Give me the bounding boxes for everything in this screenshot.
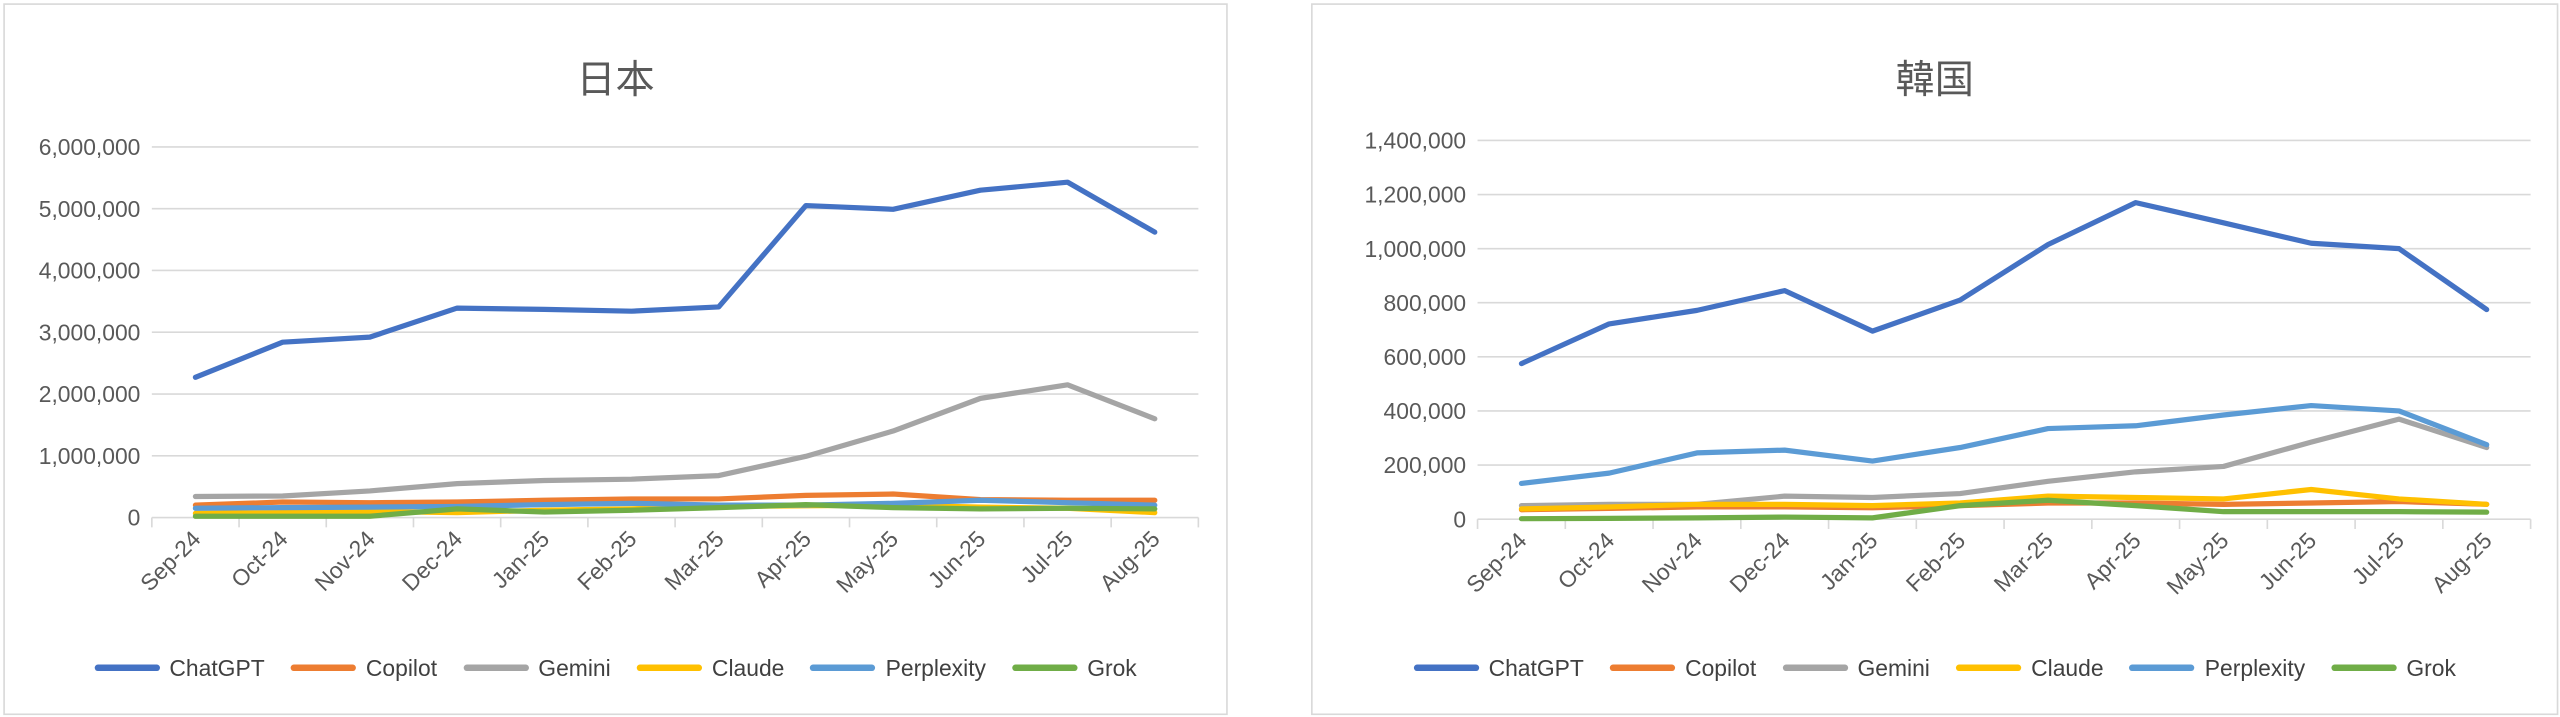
legend-swatch [1012, 664, 1078, 672]
legend-label: Grok [1087, 654, 1137, 681]
legend: ChatGPT Copilot Gemini Claude Perplexity Grok [5, 655, 1226, 681]
y-tick-label: 6,000,000 [39, 134, 141, 160]
x-tick-label: Sep-24 [135, 525, 206, 596]
x-tick-label: Oct-24 [1552, 527, 1619, 594]
legend-item-chatgpt: ChatGPT [1413, 654, 1584, 681]
legend-label: Perplexity [2204, 654, 2306, 681]
x-tick-label: Feb-25 [572, 526, 642, 596]
x-tick-label: Nov-24 [1637, 527, 1708, 598]
legend-label: Copilot [365, 654, 438, 681]
legend-item-gemini: Gemini [463, 655, 611, 681]
x-tick-label: Jun-25 [2254, 527, 2322, 595]
legend-swatch [1782, 664, 1848, 672]
legend-swatch [636, 664, 703, 672]
y-tick-label: 3,000,000 [39, 319, 141, 345]
y-tick-label: 600,000 [1384, 344, 1467, 370]
legend-item-claude: Claude [1956, 655, 2104, 681]
y-tick-label: 400,000 [1384, 398, 1467, 424]
legend-item-copilot: Copilot [1609, 654, 1757, 681]
legend-swatch [1413, 664, 1479, 672]
y-tick-label: 200,000 [1384, 452, 1467, 478]
legend-item-claude: Claude [636, 654, 785, 681]
legend-swatch [1956, 664, 2022, 672]
legend-item-copilot: Copilot [290, 654, 438, 681]
x-tick-label: Nov-24 [309, 525, 380, 596]
legend-item-perplexity: Perplexity [810, 654, 986, 681]
x-tick-label: Feb-25 [1901, 527, 1971, 597]
y-tick-label: 800,000 [1384, 290, 1467, 316]
plot-area: 0 200,000 400,000 600,000 800,000 1,000,000 1,… [1364, 128, 2532, 599]
x-tick-label: Oct-24 [226, 525, 293, 592]
legend-item-grok: Grok [1012, 655, 1137, 681]
legend-swatch [290, 664, 357, 672]
series-line-chatgpt [1518, 199, 2490, 367]
series-line-perplexity [1518, 402, 2490, 487]
y-tick-label: 1,000,000 [39, 443, 141, 469]
legend-label: Claude [2031, 654, 2104, 681]
x-tick-label: Jun-25 [923, 526, 991, 594]
x-tick-label: May-25 [831, 526, 903, 598]
series-line-perplexity [192, 497, 1158, 511]
series-line-gemini [192, 382, 1158, 500]
legend-swatch [2129, 664, 2195, 672]
series-line-grok [192, 502, 1158, 519]
x-tick-label: Sep-24 [1461, 527, 1532, 598]
y-tick-label: 1,400,000 [1364, 128, 1466, 154]
x-tick-label: Dec-24 [1724, 527, 1795, 598]
series-line-grok [1518, 497, 2490, 522]
x-tick-label: Jan-25 [487, 526, 555, 594]
chart-title: 日本 [576, 58, 655, 103]
x-tick-label: Jul-25 [1015, 526, 1077, 588]
x-tick-label: Aug-25 [1094, 526, 1164, 596]
legend-swatch [1609, 664, 1676, 672]
legend-label: ChatGPT [169, 654, 265, 681]
legend-label: Claude [711, 654, 785, 681]
legend-item-gemini: Gemini [1782, 655, 1930, 681]
legend-label: Gemini [1857, 654, 1930, 681]
x-tick-label: Aug-25 [2426, 527, 2496, 597]
legend-label: Copilot [1685, 654, 1757, 681]
legend-label: ChatGPT [1488, 654, 1584, 681]
chart-title: 韓国 [1895, 58, 1974, 103]
y-tick-label: 4,000,000 [39, 258, 141, 284]
x-tick-label: Jul-25 [2347, 527, 2409, 589]
legend-swatch [810, 664, 876, 672]
legend-label: Gemini [538, 654, 611, 681]
series-line-claude [1518, 486, 2490, 512]
x-tick-label: Mar-25 [1988, 527, 2058, 597]
legend-swatch [2331, 664, 2397, 672]
x-tick-label: Dec-24 [397, 525, 468, 596]
x-tick-label: Apr-25 [749, 526, 816, 593]
plot-area: 0 1,000,000 2,000,000 3,000,000 4,000,000 5,0… [39, 134, 1200, 598]
y-tick-label: 0 [128, 505, 141, 531]
y-tick-label: 1,200,000 [1364, 182, 1466, 208]
legend-item-grok: Grok [2331, 655, 2456, 681]
series-line-chatgpt [192, 179, 1158, 380]
x-tick-label: Mar-25 [659, 526, 729, 596]
x-tick-label: Jan-25 [1815, 527, 1883, 595]
y-tick-label: 0 [1453, 506, 1466, 532]
legend-label: Grok [2406, 654, 2456, 681]
x-tick-label: Apr-25 [2079, 527, 2146, 594]
chart-korea: 韓国 0 200,000 400,000 600,000 800,000 1,000,00… [1311, 3, 2559, 716]
legend-item-chatgpt: ChatGPT [94, 654, 265, 681]
chart-japan: 日本 0 1,000,000 2,000,000 3,000,000 4,000,000… [3, 3, 1228, 716]
y-tick-label: 2,000,000 [39, 381, 141, 407]
x-tick-label: May-25 [2161, 527, 2233, 599]
legend-swatch [94, 664, 160, 672]
y-tick-label: 1,000,000 [1364, 236, 1466, 262]
legend: ChatGPT Copilot Gemini Claude Perplexity Grok [1313, 655, 2557, 681]
legend-label: Perplexity [885, 654, 986, 681]
legend-item-perplexity: Perplexity [2129, 654, 2306, 681]
y-tick-label: 5,000,000 [39, 196, 141, 222]
legend-swatch [463, 664, 529, 672]
